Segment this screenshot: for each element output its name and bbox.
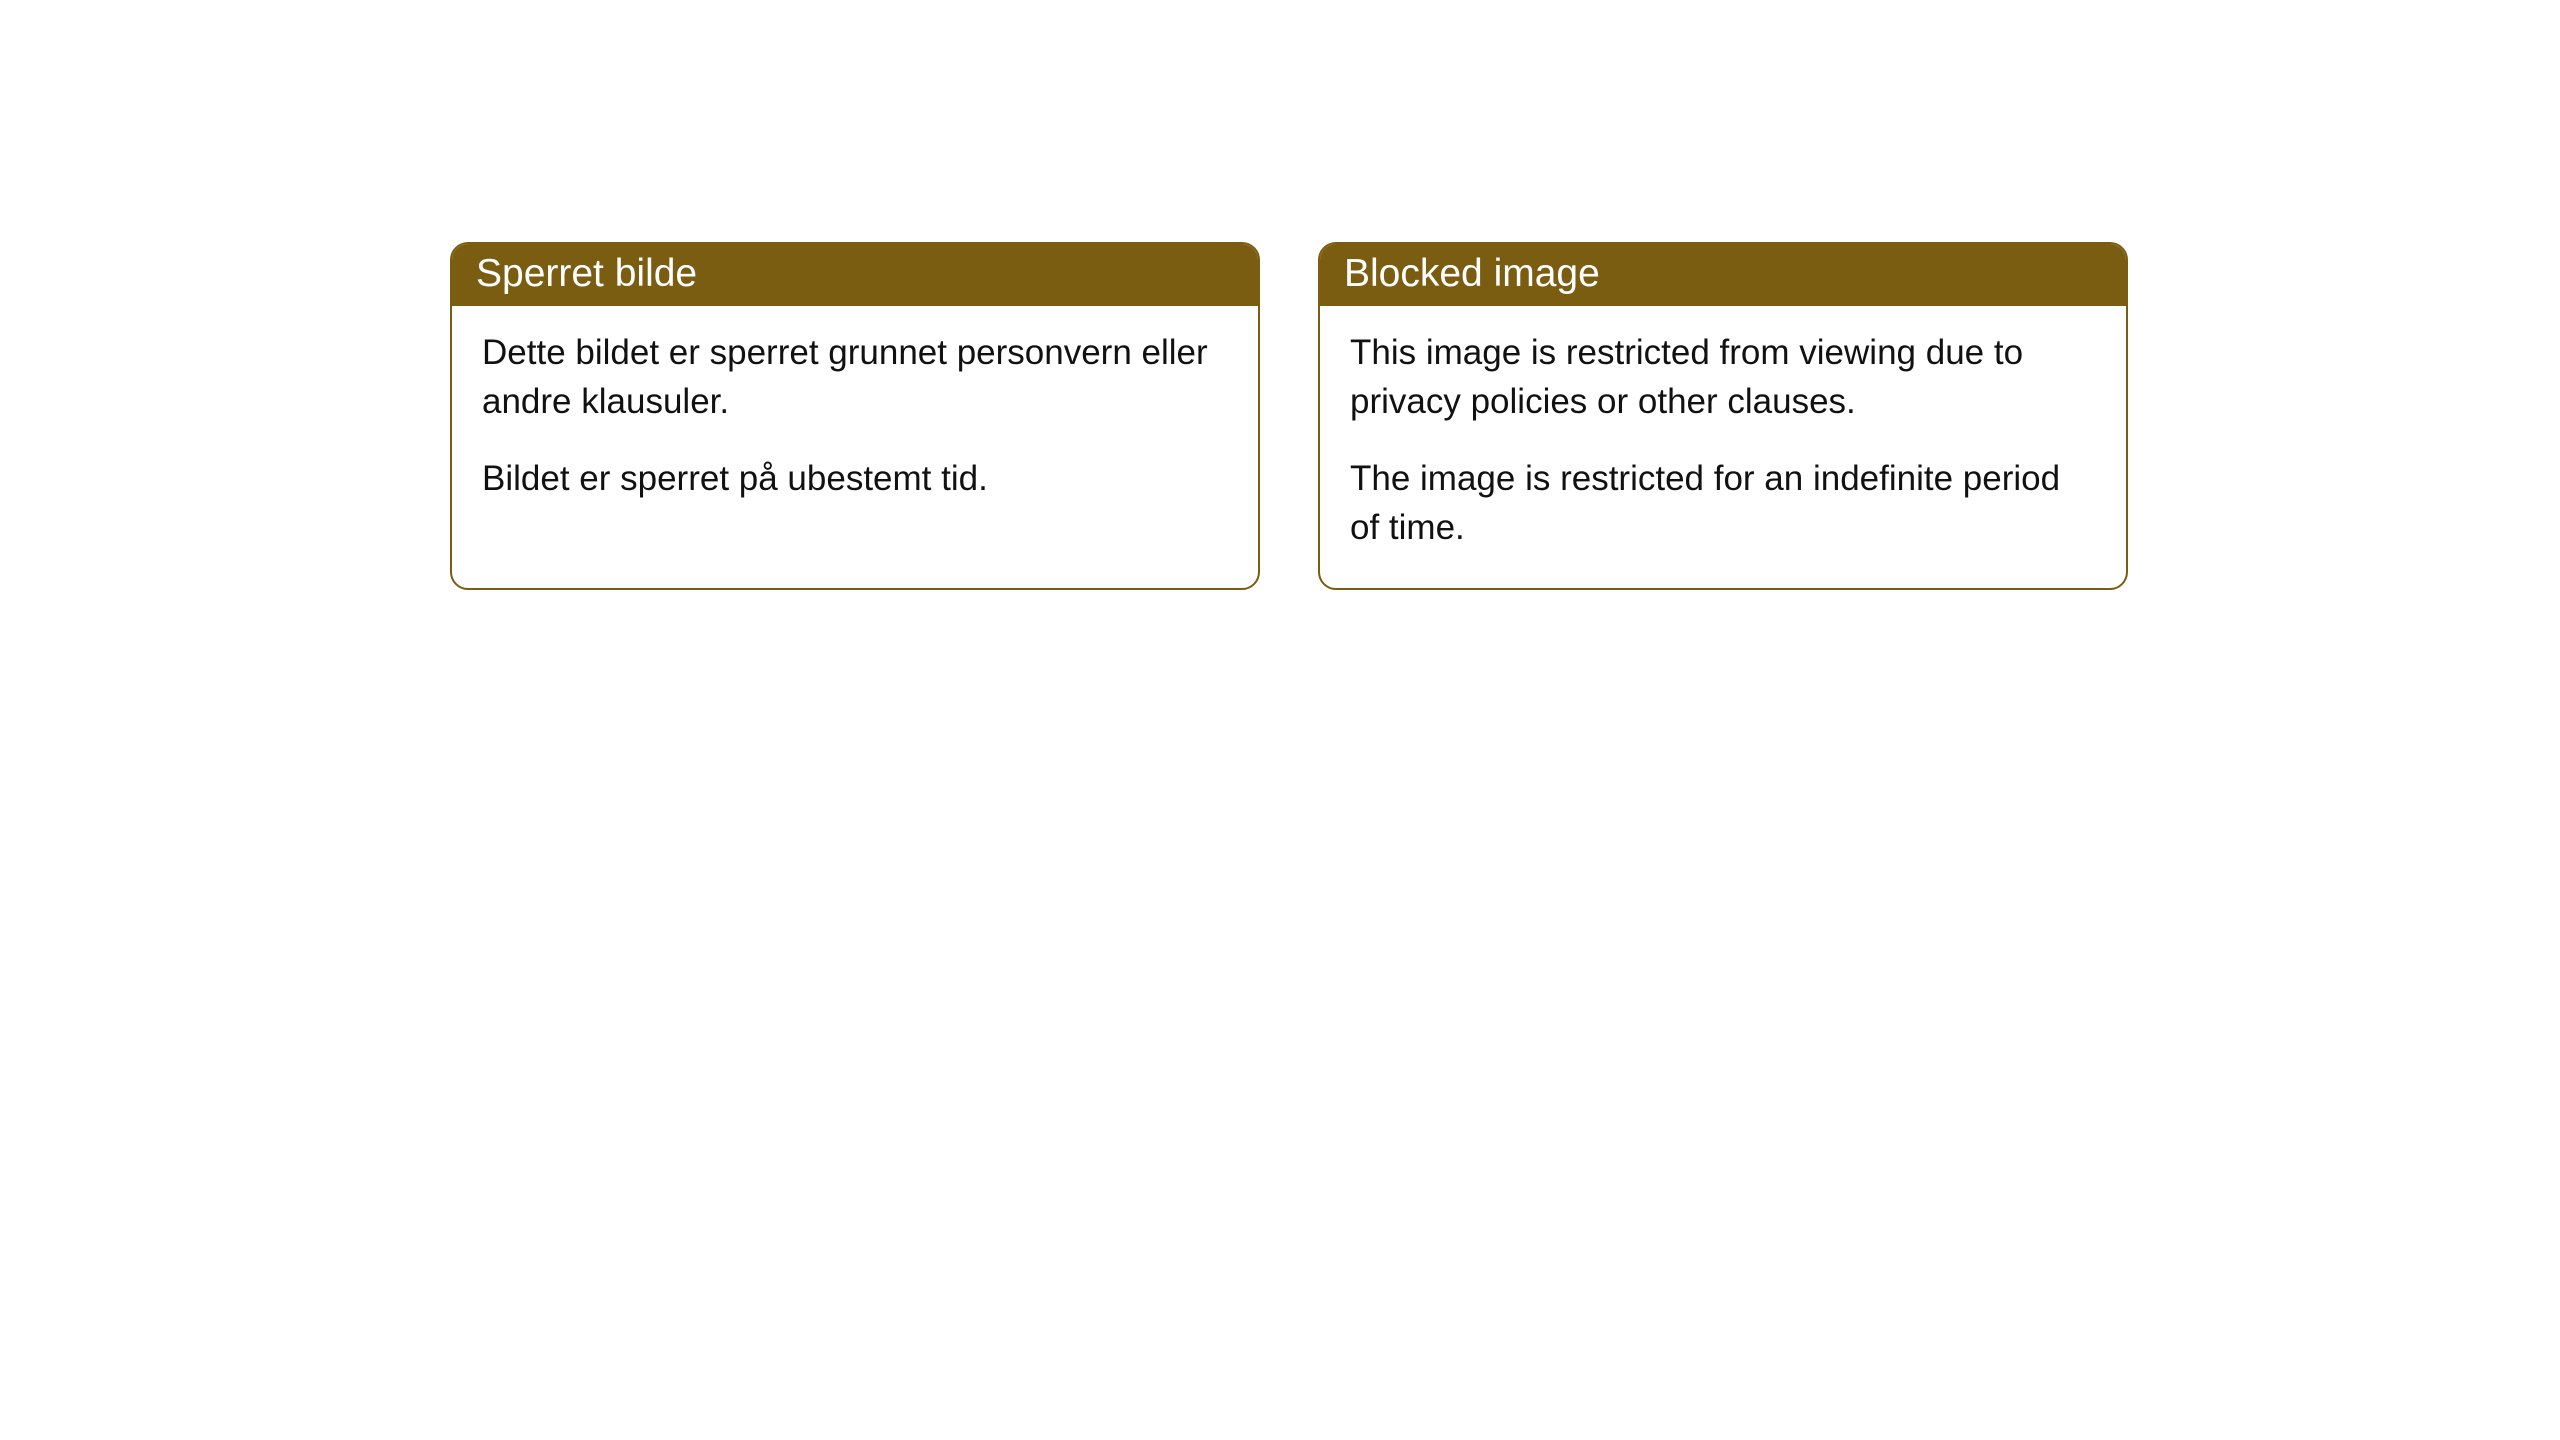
card-header: Blocked image <box>1320 244 2126 306</box>
card-body: This image is restricted from viewing du… <box>1320 306 2126 588</box>
notice-card-norwegian: Sperret bilde Dette bildet er sperret gr… <box>450 242 1260 590</box>
notice-card-english: Blocked image This image is restricted f… <box>1318 242 2128 590</box>
card-paragraph: Bildet er sperret på ubestemt tid. <box>482 454 1228 503</box>
card-header: Sperret bilde <box>452 244 1258 306</box>
card-paragraph: Dette bildet er sperret grunnet personve… <box>482 328 1228 426</box>
card-body: Dette bildet er sperret grunnet personve… <box>452 306 1258 539</box>
card-title: Sperret bilde <box>476 252 697 295</box>
card-paragraph: The image is restricted for an indefinit… <box>1350 454 2096 552</box>
card-paragraph: This image is restricted from viewing du… <box>1350 328 2096 426</box>
card-title: Blocked image <box>1344 252 1600 295</box>
notice-cards-container: Sperret bilde Dette bildet er sperret gr… <box>450 242 2128 590</box>
